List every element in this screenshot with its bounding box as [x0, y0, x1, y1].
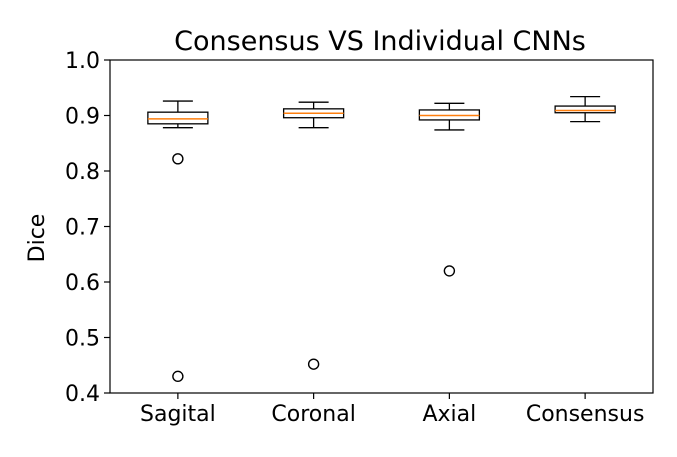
plot-frame: [109, 59, 654, 394]
chart-marks: 0.4 0.5 0.6 0.7 0.8 0.9 1.0 Sagital Coronal Axial…: [65, 49, 644, 427]
box-group: [418, 102, 481, 277]
y-tick-label: 1.0: [65, 49, 100, 74]
outlier-point: [307, 358, 320, 370]
box-iqr: [554, 105, 616, 114]
y-axis-label: Dice: [25, 214, 50, 263]
outlier-point: [443, 265, 456, 277]
y-tick-label: 0.6: [65, 271, 100, 296]
x-tick-label: Coronal: [271, 402, 355, 427]
box-group: [147, 100, 209, 383]
x-tick-label: Axial: [422, 402, 476, 427]
y-tick-label: 0.4: [65, 382, 100, 407]
y-tick-label: 0.5: [65, 327, 100, 352]
x-tick-label: Sagital: [140, 402, 216, 427]
outlier-point: [172, 153, 184, 165]
y-tick-label: 0.7: [65, 216, 100, 241]
y-tick-label: 0.9: [65, 105, 100, 130]
chart-title: Consensus VS Individual CNNs: [174, 26, 586, 57]
box-group: [282, 101, 345, 370]
outlier-point: [172, 370, 184, 383]
box-iqr: [147, 111, 209, 125]
box-group: [554, 95, 616, 123]
x-tick-label: Consensus: [526, 402, 645, 427]
y-tick-label: 0.8: [65, 160, 100, 185]
